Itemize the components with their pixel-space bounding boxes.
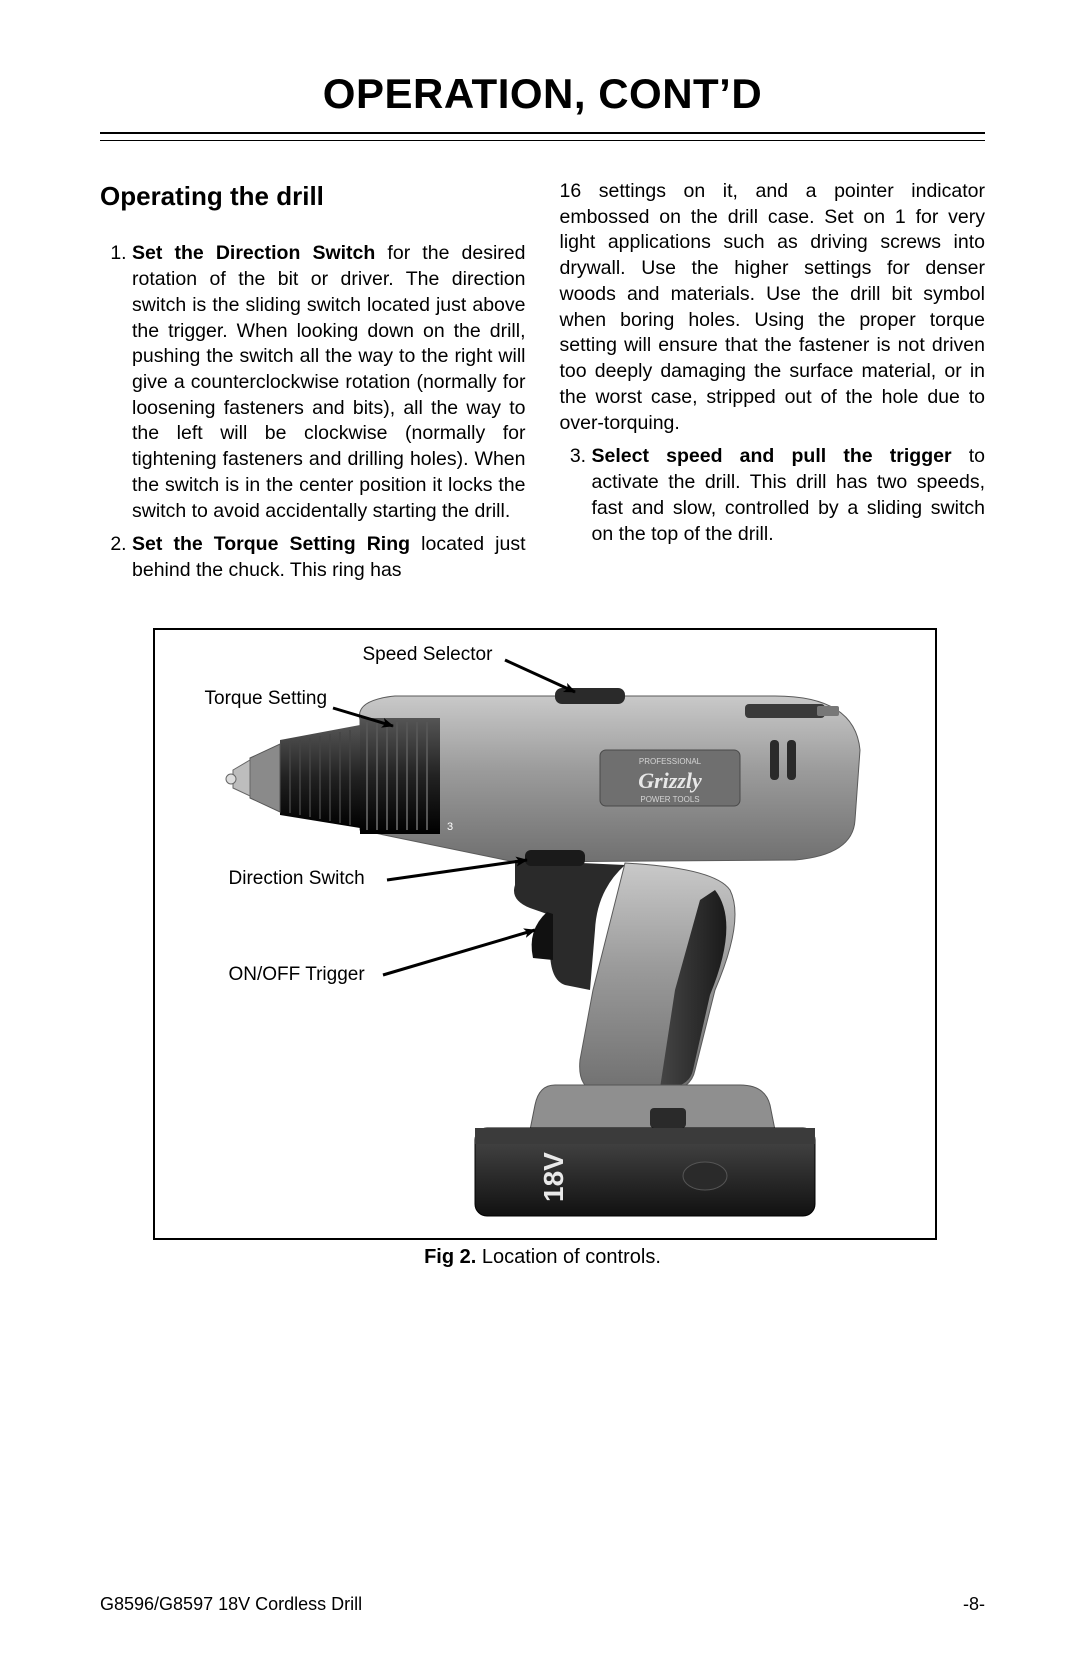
figure-caption: Fig 2. Location of controls. xyxy=(153,1246,933,1269)
two-column-body: Operating the drill Set the Direction Sw… xyxy=(100,179,985,592)
label-speed-selector: Speed Selector xyxy=(363,644,493,666)
brand-mid: Grizzly xyxy=(638,768,702,793)
steps-list-left: Set the Direction Switch for the desired… xyxy=(100,241,526,584)
label-direction-switch: Direction Switch xyxy=(229,868,365,890)
footer-model: G8596/G8597 18V Cordless Drill xyxy=(100,1594,362,1615)
step-2-continuation: 16 settings on it, and a pointer indicat… xyxy=(560,179,986,436)
figure-box: 3 PROFESSIONAL xyxy=(153,628,937,1240)
svg-text:3: 3 xyxy=(447,821,453,833)
manual-page: OPERATION, CONT’D Operating the drill Se… xyxy=(0,0,1080,1669)
page-footer: G8596/G8597 18V Cordless Drill -8- xyxy=(100,1594,985,1615)
brand-bot: POWER TOOLS xyxy=(640,795,699,804)
footer-page-number: -8- xyxy=(963,1594,985,1615)
battery-voltage: 18V xyxy=(538,1152,569,1202)
column-left: Operating the drill Set the Direction Sw… xyxy=(100,179,526,592)
column-right: 16 settings on it, and a pointer indicat… xyxy=(560,179,986,592)
label-torque-setting: Torque Setting xyxy=(205,688,328,710)
figure-wrapper: 3 PROFESSIONAL xyxy=(153,628,933,1269)
step-1: Set the Direction Switch for the desired… xyxy=(132,241,526,524)
rule-thin xyxy=(100,140,985,141)
steps-list-right: Select speed and pull the trigger to act… xyxy=(560,444,986,547)
step-1-lead: Set the Direction Switch xyxy=(132,242,375,264)
step-2-lead: Set the Torque Setting Ring xyxy=(132,533,410,555)
drill-illustration: 3 PROFESSIONAL xyxy=(155,630,935,1238)
rule-thick xyxy=(100,132,985,134)
section-subhead: Operating the drill xyxy=(100,179,526,213)
figure-caption-bold: Fig 2. xyxy=(424,1246,476,1268)
step-3: Select speed and pull the trigger to act… xyxy=(592,444,986,547)
label-onoff-trigger: ON/OFF Trigger xyxy=(229,964,365,986)
step-3-lead: Select speed and pull the trigger xyxy=(592,445,952,467)
step-2: Set the Torque Setting Ring located just… xyxy=(132,532,526,583)
figure-caption-rest: Location of controls. xyxy=(476,1246,661,1268)
brand-top: PROFESSIONAL xyxy=(638,757,701,766)
step-1-body: for the desired rotation of the bit or d… xyxy=(132,242,526,521)
page-title: OPERATION, CONT’D xyxy=(100,70,985,118)
